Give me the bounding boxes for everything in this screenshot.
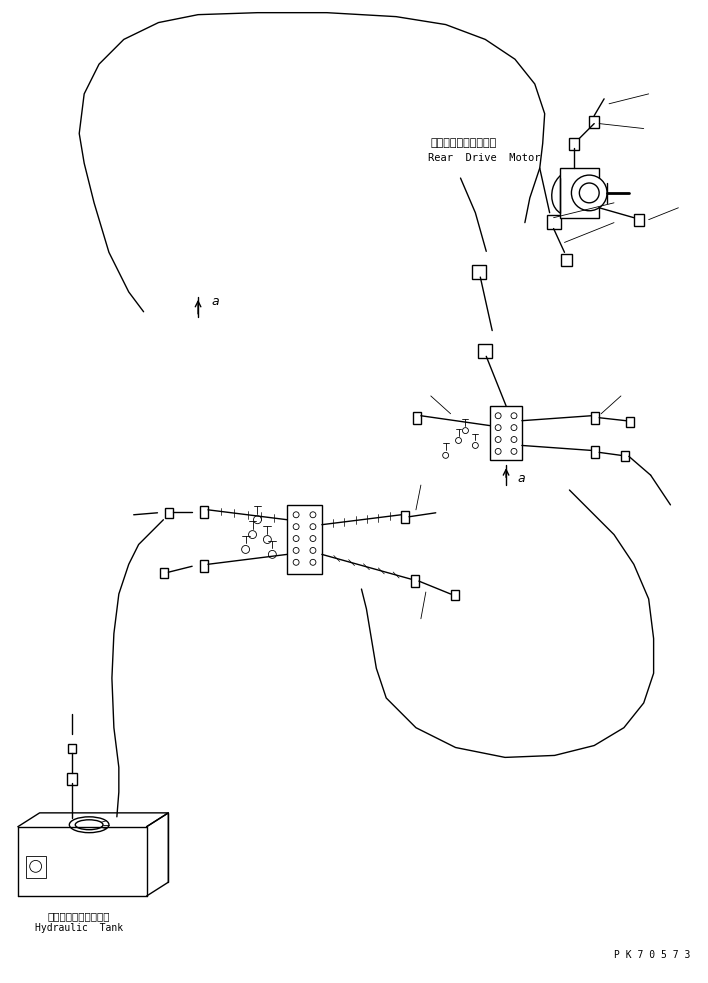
Bar — [547, 214, 561, 229]
Bar — [490, 406, 522, 460]
Circle shape — [571, 175, 607, 210]
Circle shape — [511, 448, 517, 454]
Circle shape — [310, 512, 316, 518]
Circle shape — [263, 536, 271, 544]
Bar — [166, 508, 173, 518]
Bar — [413, 412, 421, 424]
Circle shape — [579, 183, 599, 202]
Circle shape — [462, 428, 469, 434]
Circle shape — [293, 512, 299, 518]
Circle shape — [511, 436, 517, 442]
Ellipse shape — [552, 171, 587, 215]
Bar — [161, 568, 169, 578]
Bar — [591, 412, 599, 424]
Bar — [589, 116, 599, 128]
Bar — [561, 255, 572, 266]
Bar — [200, 560, 208, 572]
Circle shape — [293, 559, 299, 565]
Bar — [591, 446, 599, 458]
Circle shape — [495, 413, 501, 419]
Circle shape — [310, 559, 316, 565]
Bar — [69, 743, 76, 753]
Circle shape — [511, 425, 517, 431]
Circle shape — [310, 536, 316, 542]
Circle shape — [249, 531, 256, 539]
Circle shape — [293, 536, 299, 542]
Bar — [401, 511, 409, 523]
Circle shape — [310, 524, 316, 530]
Text: Rear  Drive  Motor: Rear Drive Motor — [428, 153, 540, 163]
Bar — [626, 417, 634, 427]
Bar — [450, 590, 459, 600]
Circle shape — [495, 436, 501, 442]
Bar — [621, 451, 629, 461]
Bar — [25, 856, 45, 878]
Circle shape — [495, 425, 501, 431]
Circle shape — [495, 448, 501, 454]
Text: a: a — [518, 472, 525, 485]
Circle shape — [442, 452, 449, 458]
Circle shape — [293, 524, 299, 530]
Circle shape — [241, 546, 249, 553]
Text: ハイドロリックタンク: ハイドロリックタンク — [48, 911, 110, 921]
Circle shape — [253, 516, 261, 524]
Text: リヤードライブモータ: リヤードライブモータ — [430, 139, 497, 148]
Circle shape — [30, 860, 42, 872]
Bar — [559, 168, 599, 217]
Circle shape — [310, 548, 316, 553]
Circle shape — [293, 548, 299, 553]
Bar — [634, 213, 644, 225]
Circle shape — [455, 437, 462, 443]
Bar — [287, 505, 322, 574]
Text: a: a — [212, 295, 219, 309]
Bar — [479, 344, 492, 358]
Bar — [67, 774, 77, 785]
Bar — [200, 506, 208, 518]
Text: P K 7 0 5 7 3: P K 7 0 5 7 3 — [614, 951, 690, 960]
Ellipse shape — [69, 817, 109, 833]
Bar — [472, 265, 486, 279]
Bar — [411, 575, 419, 587]
Ellipse shape — [75, 820, 103, 830]
Circle shape — [268, 550, 276, 558]
Text: Hydraulic  Tank: Hydraulic Tank — [35, 923, 123, 933]
Circle shape — [472, 442, 479, 448]
Bar — [569, 139, 579, 150]
Circle shape — [511, 413, 517, 419]
